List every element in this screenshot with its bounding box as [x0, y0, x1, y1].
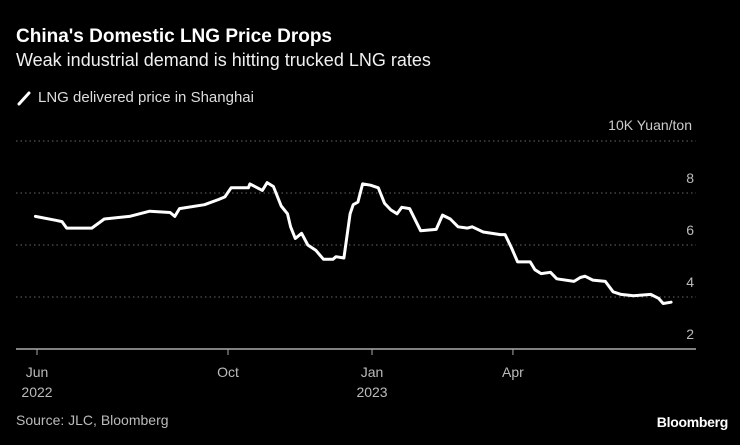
- x-tick-year-label: 2022: [21, 384, 52, 400]
- legend-label: LNG delivered price in Shanghai: [38, 89, 254, 106]
- x-tick-label: Jun: [26, 364, 49, 380]
- legend: LNG delivered price in Shanghai: [16, 89, 254, 106]
- y-tick-label: 2: [686, 326, 694, 342]
- y-tick-label: 6: [686, 222, 694, 238]
- chart-title: China's Domestic LNG Price Drops: [16, 26, 332, 47]
- y-axis-unit-label: 10K Yuan/ton: [608, 117, 692, 133]
- x-axis: Jun 2022 Oct Jan 2023 Apr: [16, 348, 696, 400]
- gridlines: [16, 140, 696, 298]
- bloomberg-logo: Bloomberg: [656, 414, 729, 430]
- y-tick-label: 8: [686, 170, 694, 186]
- x-tick-label: Apr: [502, 364, 524, 380]
- y-tick-label: 4: [686, 274, 694, 290]
- chart-subtitle: Weak industrial demand is hitting trucke…: [16, 50, 431, 70]
- legend-line-icon: [17, 91, 31, 105]
- series-line-lng-shanghai: [33, 181, 673, 305]
- series-group: [33, 181, 673, 305]
- source-note: Source: JLC, Bloomberg: [16, 412, 169, 428]
- x-tick-label: Oct: [217, 364, 239, 380]
- x-tick-year-label: 2023: [356, 384, 387, 400]
- x-tick-label: Jan: [361, 364, 384, 380]
- y-axis-ticks: 2 4 6 8: [686, 170, 694, 342]
